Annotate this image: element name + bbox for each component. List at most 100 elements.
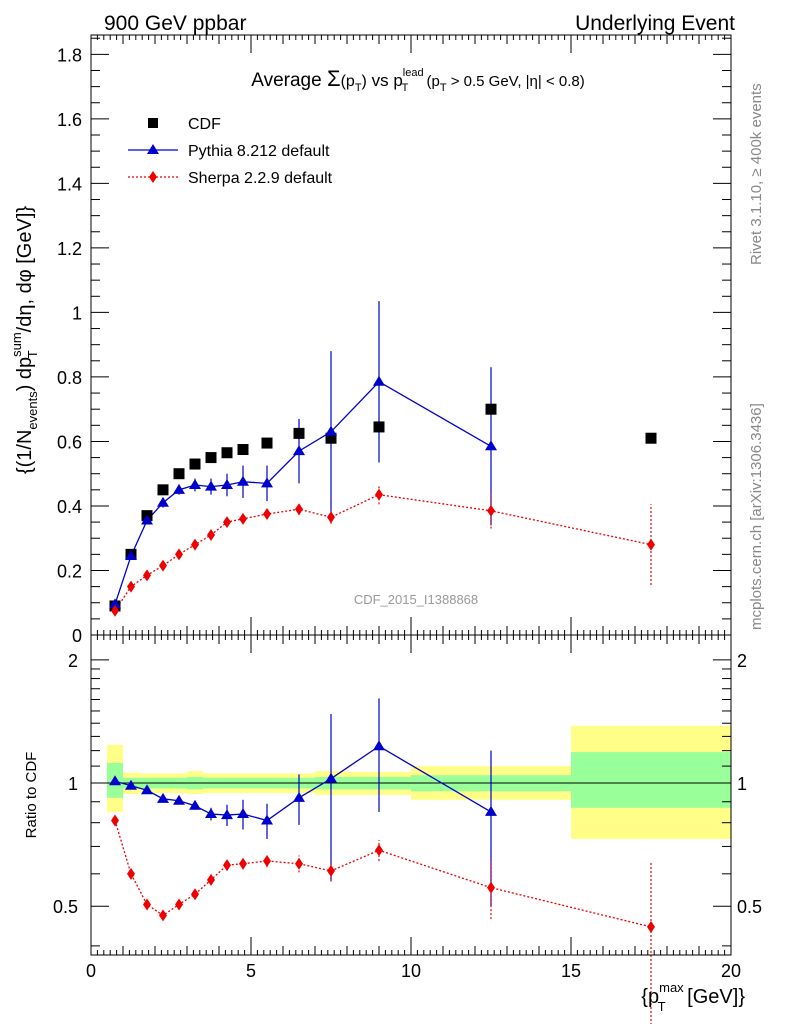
point-cdf [293, 427, 305, 439]
point-sherpa [487, 504, 495, 517]
point-sherpa [487, 881, 495, 894]
point-pythia [293, 445, 305, 456]
point-sherpa [175, 898, 183, 911]
point-pythia [205, 480, 217, 491]
y-tick-label-main: 1.4 [57, 174, 82, 194]
point-cdf [485, 403, 497, 415]
point-pythia [373, 375, 385, 386]
point-sherpa [111, 814, 119, 827]
point-cdf [157, 484, 169, 496]
x-tick-label: 10 [401, 961, 421, 981]
y-label-p1-sub: events [25, 391, 40, 430]
point-pythia [373, 740, 385, 751]
x-tick-label: 15 [561, 961, 581, 981]
point-pythia [125, 779, 137, 790]
point-pythia [325, 772, 337, 783]
point-pythia [205, 808, 217, 819]
mcplots-label: mcplots.cern.ch [arXiv:1306.3436] [748, 403, 765, 630]
ratio-y-tick-label-right: 2 [737, 651, 747, 671]
y-tick-label-main: 0 [72, 626, 82, 646]
point-pythia [125, 549, 137, 560]
point-cdf [173, 468, 185, 480]
title-cut-sub: T [440, 82, 447, 94]
point-sherpa [295, 857, 303, 870]
header-right: Underlying Event [575, 12, 735, 35]
title-pt-open: (p [341, 73, 355, 90]
title-vs: vs p [367, 71, 403, 90]
point-pythia [261, 477, 273, 488]
point-pythia [221, 479, 233, 489]
point-sherpa [375, 844, 383, 857]
title-pt-sub: T [355, 82, 362, 94]
point-cdf [325, 432, 337, 444]
point-sherpa [143, 898, 151, 911]
point-pythia [261, 814, 273, 825]
y-axis-label-ratio: Ratio to CDF [23, 752, 40, 839]
point-pythia [157, 792, 169, 803]
title-pre: Average [251, 70, 327, 91]
main-plot-frame [90, 34, 732, 636]
point-sherpa [375, 488, 383, 501]
point-sherpa [175, 548, 183, 561]
y-axis-label-main: {(1/Nevents) dpsumT/dη, dφ [GeV]} [9, 206, 40, 474]
point-pythia [173, 794, 185, 805]
legend-sherpa-marker [149, 171, 157, 183]
title-lead-sub: T [402, 82, 409, 94]
ratio-y-tick-label-right: 0.5 [737, 897, 762, 917]
band-inner [571, 752, 731, 808]
point-sherpa [159, 559, 167, 572]
axis-tick-labels: 0 5 10 15 20 0 0.2 0.4 0.6 0.8 1 1.2 1.4 1.6 1.8 0.5 0.5… [53, 45, 762, 981]
point-sherpa [191, 538, 199, 551]
ratio-line-sherpa [114, 820, 652, 928]
series-line-pythia [114, 380, 492, 605]
ratio-y-tick-label-left: 0.5 [53, 897, 78, 917]
header-left: 900 GeV ppbar [104, 12, 246, 35]
ratio-y-tick-label-left: 1 [68, 774, 78, 794]
analysis-watermark: CDF_2015_I1388868 [354, 592, 478, 607]
y-tick-label-main: 0.2 [57, 561, 82, 581]
y-tick-label-main: 1.2 [57, 239, 82, 259]
axis-ticks [90, 35, 732, 955]
y-label-p3: /dη, dφ [GeV]} [14, 206, 36, 333]
data-layer [109, 301, 657, 1024]
y-label-p2-sub: T [25, 350, 40, 358]
plot-title: Average Σ(pT) vs plead T (pT > 0.5 GeV, |… [251, 66, 584, 94]
point-cdf [205, 452, 217, 464]
point-sherpa [647, 538, 655, 551]
point-pythia [237, 808, 249, 819]
y-tick-label-main: 0.6 [57, 432, 82, 452]
y-label-p1: {(1/N [14, 430, 36, 474]
point-sherpa [127, 580, 135, 593]
legend-cdf-marker [148, 118, 158, 128]
x-axis-label: {pmax T [GeV]} [641, 980, 745, 1014]
point-sherpa [191, 888, 199, 901]
x-label-sup: max [659, 980, 684, 995]
legend-pythia-marker [147, 144, 159, 154]
point-pythia [293, 791, 305, 802]
x-label-sub: T [658, 999, 666, 1014]
point-pythia [189, 479, 201, 489]
point-cdf [373, 421, 385, 433]
point-pythia [141, 784, 153, 795]
x-label-open: {p [641, 986, 659, 1008]
point-sherpa [263, 854, 271, 867]
point-sherpa [295, 503, 303, 516]
x-label-rest: [GeV]} [682, 986, 746, 1008]
point-sherpa [327, 864, 335, 877]
ratio-y-tick-label-left: 2 [68, 651, 78, 671]
title-pt-close: ) [362, 73, 367, 90]
point-pythia [173, 483, 185, 494]
x-tick-label: 20 [721, 961, 741, 981]
point-cdf [645, 432, 657, 444]
y-label-p2-sup: sum [9, 332, 24, 357]
point-sherpa [127, 867, 135, 880]
title-cut-rest: > 0.5 GeV, |η| < 0.8) [447, 73, 585, 90]
legend-pythia-label: Pythia 8.212 default [188, 143, 330, 160]
point-cdf [237, 444, 249, 456]
point-pythia [237, 475, 249, 486]
point-pythia [221, 809, 233, 820]
point-sherpa [327, 511, 335, 524]
legend-cdf-label: CDF [188, 116, 221, 133]
point-pythia [157, 496, 169, 507]
